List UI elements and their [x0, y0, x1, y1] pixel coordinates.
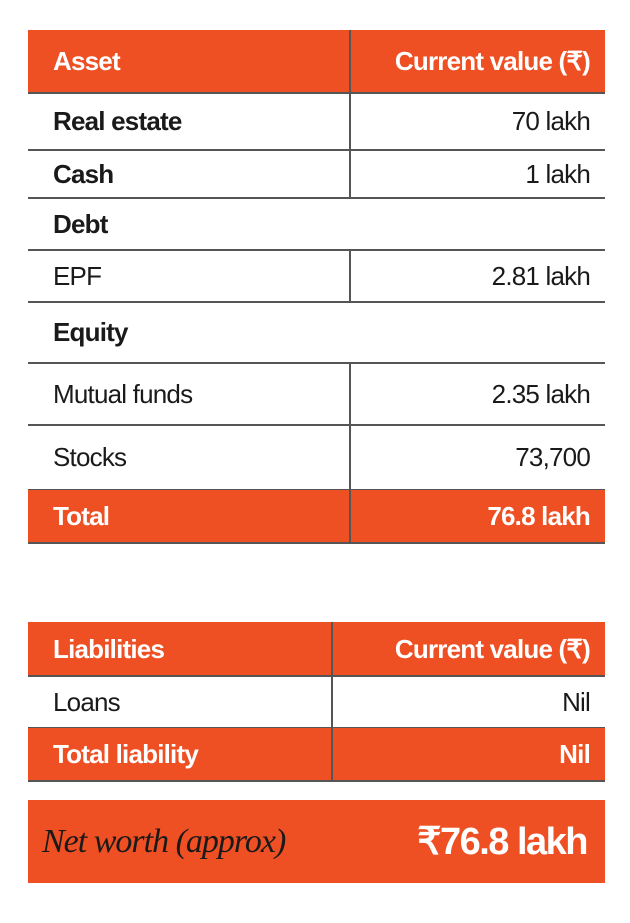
cell-label: Mutual funds [53, 378, 193, 409]
cell-label: Loans [53, 686, 121, 717]
cell-value: 1 lakh [525, 158, 590, 189]
row-divider [28, 197, 605, 199]
cell-label: Total liability [53, 739, 199, 769]
cell-value: 73,700 [515, 442, 591, 472]
cell-label: EPF [53, 260, 102, 291]
cell-value: 70 lakh [511, 106, 591, 136]
cell-label: Asset [53, 46, 121, 76]
row-divider [28, 149, 605, 151]
column-divider [349, 150, 351, 198]
net-worth-label: Net worth (approx) [42, 822, 286, 860]
cell-value: 2.81 lakh [491, 260, 591, 291]
column-divider [349, 250, 351, 302]
cell-label: Stocks [53, 442, 127, 472]
column-divider [331, 622, 333, 676]
column-divider [349, 490, 351, 543]
cell-label: Liabilities [53, 633, 165, 664]
cell-value: 2.35 lakh [491, 378, 591, 409]
row-divider [28, 92, 605, 94]
net-worth-value: ₹76.8 lakh [417, 821, 588, 863]
cell-value: Nil [559, 739, 591, 769]
row-bg [28, 490, 605, 543]
column-divider [331, 728, 333, 781]
row-bg [28, 30, 605, 93]
cell-label: Cash [53, 158, 114, 189]
column-divider [349, 30, 351, 93]
cell-value: Nil [562, 686, 591, 717]
cell-label: Total [53, 501, 110, 531]
row-divider [28, 301, 605, 303]
row-bg [28, 728, 605, 781]
column-divider [349, 93, 351, 150]
net-worth-box: Net worth (approx) ₹76.8 lakh [28, 800, 605, 883]
row-divider [28, 249, 605, 251]
row-bg [28, 622, 605, 676]
cell-label: Debt [53, 208, 108, 239]
row-divider [28, 362, 605, 364]
row-divider [28, 542, 605, 544]
cell-value: 76.8 lakh [487, 501, 590, 531]
row-divider [28, 424, 605, 426]
row-divider [28, 780, 605, 782]
column-divider [349, 363, 351, 425]
column-divider [331, 676, 333, 728]
row-divider [28, 675, 605, 677]
column-divider [349, 425, 351, 490]
cell-value: Current value (₹) [394, 633, 591, 664]
cell-label: Real estate [53, 106, 182, 136]
cell-value: Current value (₹) [394, 46, 591, 76]
cell-label: Equity [53, 317, 128, 347]
